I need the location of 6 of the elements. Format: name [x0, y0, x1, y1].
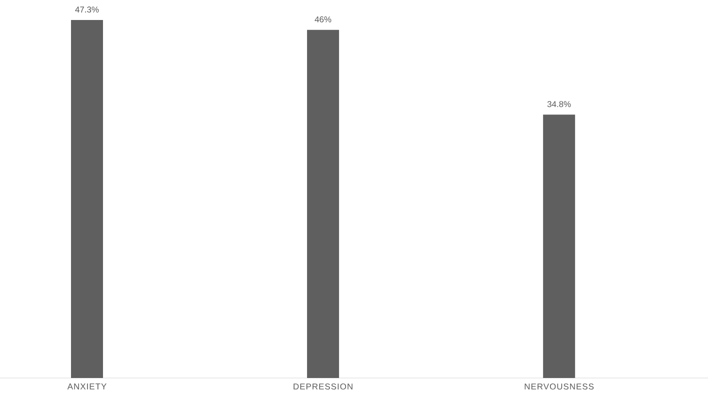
data-label: 47.3% — [75, 6, 99, 13]
data-label: 34.8% — [547, 101, 571, 108]
x-tick-label: NERVOUSNESS — [524, 384, 594, 390]
x-tick-label: ANXIETY — [67, 384, 106, 390]
data-label: 46% — [314, 16, 332, 22]
x-tick-label: DEPRESSION — [294, 384, 352, 390]
